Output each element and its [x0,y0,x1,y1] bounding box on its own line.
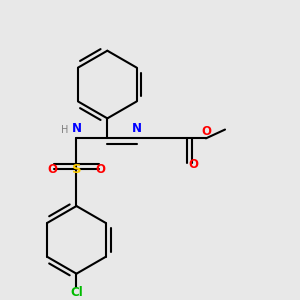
Text: O: O [47,163,57,176]
Text: H: H [61,124,68,134]
Text: O: O [188,158,198,171]
Text: S: S [72,163,81,176]
Text: N: N [71,122,82,135]
Text: Cl: Cl [70,286,83,299]
Text: N: N [132,122,142,135]
Text: O: O [96,163,106,176]
Text: O: O [201,125,211,138]
